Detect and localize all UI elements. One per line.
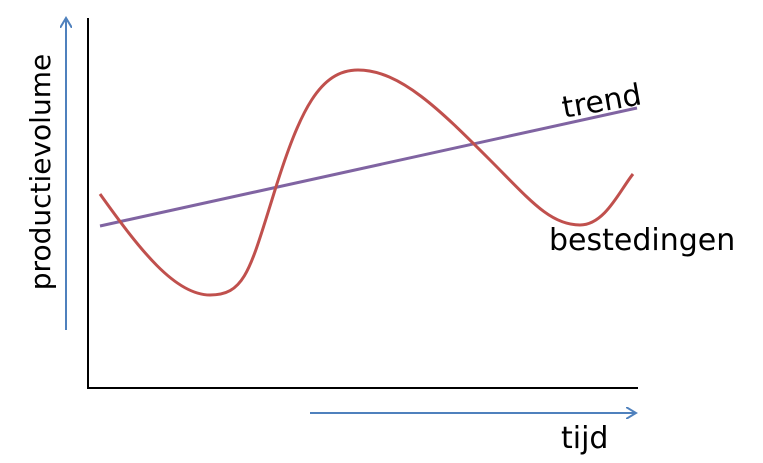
y-axis-label: productievolume — [24, 54, 57, 290]
x-axis-label: tijd — [561, 421, 608, 456]
spending-label: bestedingen — [549, 223, 735, 258]
spending-curve — [98, 68, 635, 297]
trend-line — [99, 106, 638, 228]
trend-label: trend — [559, 78, 644, 126]
